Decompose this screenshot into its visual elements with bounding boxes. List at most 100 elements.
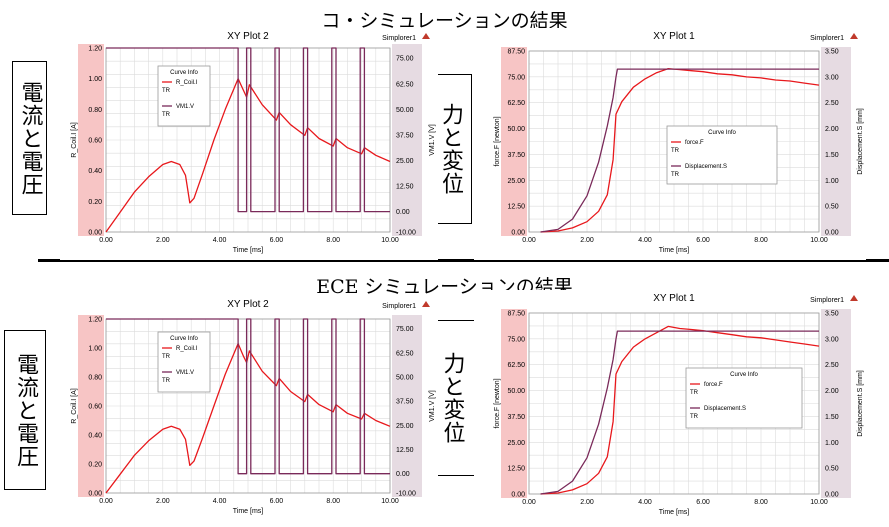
simplorer-label: Simplorer1 (382, 303, 416, 310)
right-axis-band (821, 309, 851, 498)
chart-title: XY Plot 1 (653, 31, 695, 42)
x-tick-label: 8.00 (326, 237, 340, 244)
y2-tick-label: 3.00 (825, 74, 839, 81)
y-axis-label: R_Coil.I [A] (71, 388, 78, 423)
x-tick-label: 8.00 (754, 237, 768, 244)
y2-tick-label: 0.50 (825, 204, 839, 211)
x-axis-label: Time [ms] (233, 247, 264, 254)
x-tick-label: 10.00 (381, 237, 399, 244)
legend-item-sub: TR (162, 88, 171, 94)
legend-item-sub: TR (162, 378, 171, 384)
legend-item-label: force.F (685, 140, 704, 146)
y2-tick-label: 3.50 (825, 311, 839, 318)
y-tick-label: 75.00 (507, 336, 525, 343)
y2-tick-label: 3.50 (825, 49, 839, 56)
y2-tick-label: 50.00 (396, 107, 414, 114)
y-tick-label: 1.00 (88, 346, 102, 353)
y2-tick-label: 0.00 (825, 492, 839, 499)
plot-menu-icon (422, 301, 430, 307)
legend-item-label: VM1.V (176, 370, 194, 376)
left-axis-band (78, 315, 104, 497)
y-tick-label: 0.00 (88, 491, 102, 498)
legend-box (157, 331, 211, 393)
plot-menu-icon (422, 33, 430, 39)
y-tick-label: 0.60 (88, 404, 102, 411)
legend-item-label: R_Coil.I (176, 346, 198, 352)
legend-item-label: Displacement.S (704, 406, 746, 412)
y-tick-label: 1.20 (88, 46, 102, 53)
y2-tick-label: 62.50 (396, 81, 414, 88)
y2-axis-label: Displacement.S [mm] (857, 370, 864, 437)
legend-item-label: Displacement.S (685, 164, 727, 170)
x-tick-label: 8.00 (326, 498, 340, 505)
legend-box (157, 65, 211, 127)
y2-tick-label: 1.50 (825, 152, 839, 159)
y2-tick-label: 75.00 (396, 326, 414, 333)
y-tick-label: 62.50 (507, 362, 525, 369)
legend-item-sub: TR (671, 172, 680, 178)
y-tick-label: 87.50 (507, 311, 525, 318)
y-tick-label: 0.00 (511, 230, 525, 237)
y2-tick-label: 12.50 (396, 447, 414, 454)
y-tick-label: 0.00 (88, 230, 102, 237)
simplorer-label: Simplorer1 (382, 35, 416, 42)
force-displacement-chart-top: XY Plot 1 Simplorer1 0.00 2.00 4.00 6.00 8.00 1… (474, 28, 866, 260)
plot-frame (528, 50, 820, 233)
x-tick-label: 6.00 (696, 237, 710, 244)
y-tick-label: 1.20 (88, 317, 102, 324)
y-tick-label: 0.40 (88, 168, 102, 175)
legend-item-label: force.F (704, 382, 723, 388)
current-voltage-label-bottom: 電流と電圧 (4, 330, 46, 490)
y2-tick-label: 25.00 (396, 423, 414, 430)
y2-tick-label: 0.00 (396, 209, 410, 216)
y-tick-label: 0.20 (88, 462, 102, 469)
y-tick-label: 0.80 (88, 375, 102, 382)
y2-tick-label: 37.50 (396, 399, 414, 406)
x-tick-label: 6.00 (270, 237, 284, 244)
legend-item-sub: TR (671, 148, 680, 154)
chart-background (60, 28, 438, 260)
legend-title: Curve Info (170, 336, 198, 342)
right-axis-band (392, 44, 422, 236)
y2-tick-label: 0.00 (396, 471, 410, 478)
y-tick-label: 25.00 (507, 440, 525, 447)
y2-tick-label: 2.00 (825, 388, 839, 395)
y-tick-label: 37.50 (507, 152, 525, 159)
left-axis-band (501, 47, 527, 236)
legend-item-sub: TR (690, 390, 699, 396)
force-displacement-chart-bottom: XY Plot 1 Simplorer1 0.00 2.00 4.00 6.00 8.00 1… (474, 290, 866, 522)
y-tick-label: 25.00 (507, 178, 525, 185)
series-line-force-f (540, 67, 820, 233)
series-line-vm1-v (106, 318, 390, 475)
simplorer-label: Simplorer1 (810, 297, 844, 304)
x-tick-label: 10.00 (810, 499, 828, 506)
chart-background (474, 290, 866, 522)
legend-item-sub: TR (162, 354, 171, 360)
current-voltage-chart-top: XY Plot 2 Simplorer1 0.00 2.00 4.00 6.00 8.00 1… (60, 28, 438, 260)
left-axis-band (501, 309, 527, 498)
x-tick-label: 10.00 (810, 237, 828, 244)
legend-title: Curve Info (170, 70, 198, 76)
x-tick-label: 2.00 (156, 498, 170, 505)
series-line-displacement-s (540, 68, 819, 233)
y2-tick-label: 37.50 (396, 132, 414, 139)
x-tick-label: 0.00 (99, 237, 113, 244)
plot-menu-icon (850, 33, 858, 39)
x-axis-label: Time [ms] (659, 247, 690, 254)
y2-tick-label: 0.00 (825, 230, 839, 237)
y-axis-label: R_Coil.I [A] (71, 122, 78, 157)
y2-axis-label: VM1.V [V] (429, 124, 436, 156)
x-tick-label: 0.00 (99, 498, 113, 505)
legend-title: Curve Info (708, 130, 736, 136)
y2-tick-label: 75.00 (396, 56, 414, 63)
y-tick-label: 87.50 (507, 49, 525, 56)
y2-tick-label: 1.00 (825, 440, 839, 447)
left-axis-band (78, 44, 104, 236)
y-tick-label: 0.40 (88, 433, 102, 440)
y-tick-label: 12.50 (507, 466, 525, 473)
section-divider (38, 259, 889, 262)
legend-box (666, 125, 778, 185)
x-tick-label: 0.00 (522, 237, 536, 244)
y-tick-label: 75.00 (507, 74, 525, 81)
y2-tick-label: 62.50 (396, 350, 414, 357)
